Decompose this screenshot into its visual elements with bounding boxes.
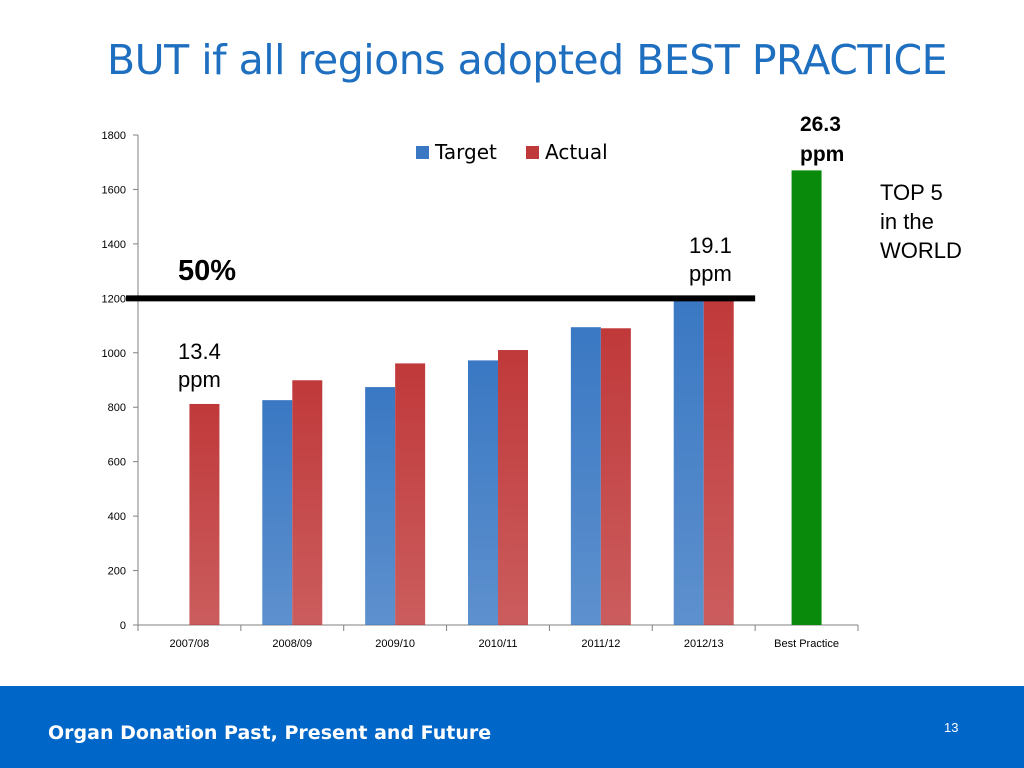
bar-actual-2012-13 [703, 298, 734, 625]
bar-best-practice-best-practice [791, 170, 822, 625]
y-tick-label: 1600 [102, 184, 126, 196]
x-tick-label: Best Practice [774, 638, 839, 650]
start-rate-unit: ppm [178, 367, 221, 392]
y-tick-label: 600 [108, 457, 126, 469]
bar-actual-2008-09 [292, 380, 323, 625]
bar-target-2009-10 [365, 387, 396, 625]
bar-target-2010-11 [468, 360, 498, 625]
x-tick-label: 2007/08 [170, 638, 210, 650]
x-tick-label: 2012/13 [684, 638, 724, 650]
legend-label-actual: Actual [545, 140, 608, 164]
current-rate-value: 19.1 [689, 233, 732, 258]
bar-target-2011-12 [570, 327, 601, 625]
current-rate-label: 19.1 ppm [689, 232, 732, 288]
fifty-percent-label: 50% [178, 255, 237, 287]
footer-bar: Organ Donation Past, Present and Future … [0, 686, 1024, 768]
bar-target-2008-09 [262, 400, 293, 625]
x-tick-label: 2008/09 [272, 638, 312, 650]
current-rate-unit: ppm [689, 261, 732, 286]
best-rate-value: 26.3 [800, 113, 841, 136]
slide-title: BUT if all regions adopted BEST PRACTICE [107, 36, 948, 84]
y-tick-label: 400 [108, 511, 126, 523]
legend-label-target: Target [434, 140, 497, 164]
top5-line-2: in the [880, 209, 934, 234]
top5-label: TOP 5 in the WORLD [880, 178, 962, 265]
bar-actual-2010-11 [498, 350, 528, 625]
x-tick-label: 2010/11 [479, 638, 518, 650]
best-rate-label: 26.3 ppm [800, 110, 844, 170]
start-rate-value: 13.4 [178, 339, 221, 364]
x-tick-label: 2009/10 [375, 638, 415, 650]
y-tick-label: 0 [120, 620, 126, 632]
bar-target-2012-13 [673, 298, 704, 625]
bar-actual-2011-12 [600, 328, 631, 625]
y-tick-label: 1400 [102, 239, 126, 251]
legend-swatch-target [416, 146, 429, 159]
y-tick-label: 800 [108, 402, 126, 414]
bar-actual-2009-10 [395, 363, 426, 625]
top5-line-3: WORLD [880, 238, 962, 263]
y-tick-label: 1200 [102, 293, 126, 305]
x-tick-label: 2011/12 [581, 638, 620, 650]
y-tick-label: 200 [108, 566, 126, 578]
y-tick-label: 1800 [102, 130, 126, 142]
footer-text: Organ Donation Past, Present and Future [48, 722, 492, 744]
legend-swatch-actual [526, 146, 539, 159]
best-rate-unit: ppm [800, 143, 845, 166]
y-tick-label: 1000 [102, 348, 126, 360]
bar-actual-2007-08 [189, 403, 220, 625]
start-rate-label: 13.4 ppm [178, 338, 221, 394]
top5-line-1: TOP 5 [880, 180, 943, 205]
bar-chart: 0 200 400 600 800 1000 1200 1400 1600 1800 2007/08… [102, 130, 859, 650]
slide-number: 13 [944, 720, 959, 735]
